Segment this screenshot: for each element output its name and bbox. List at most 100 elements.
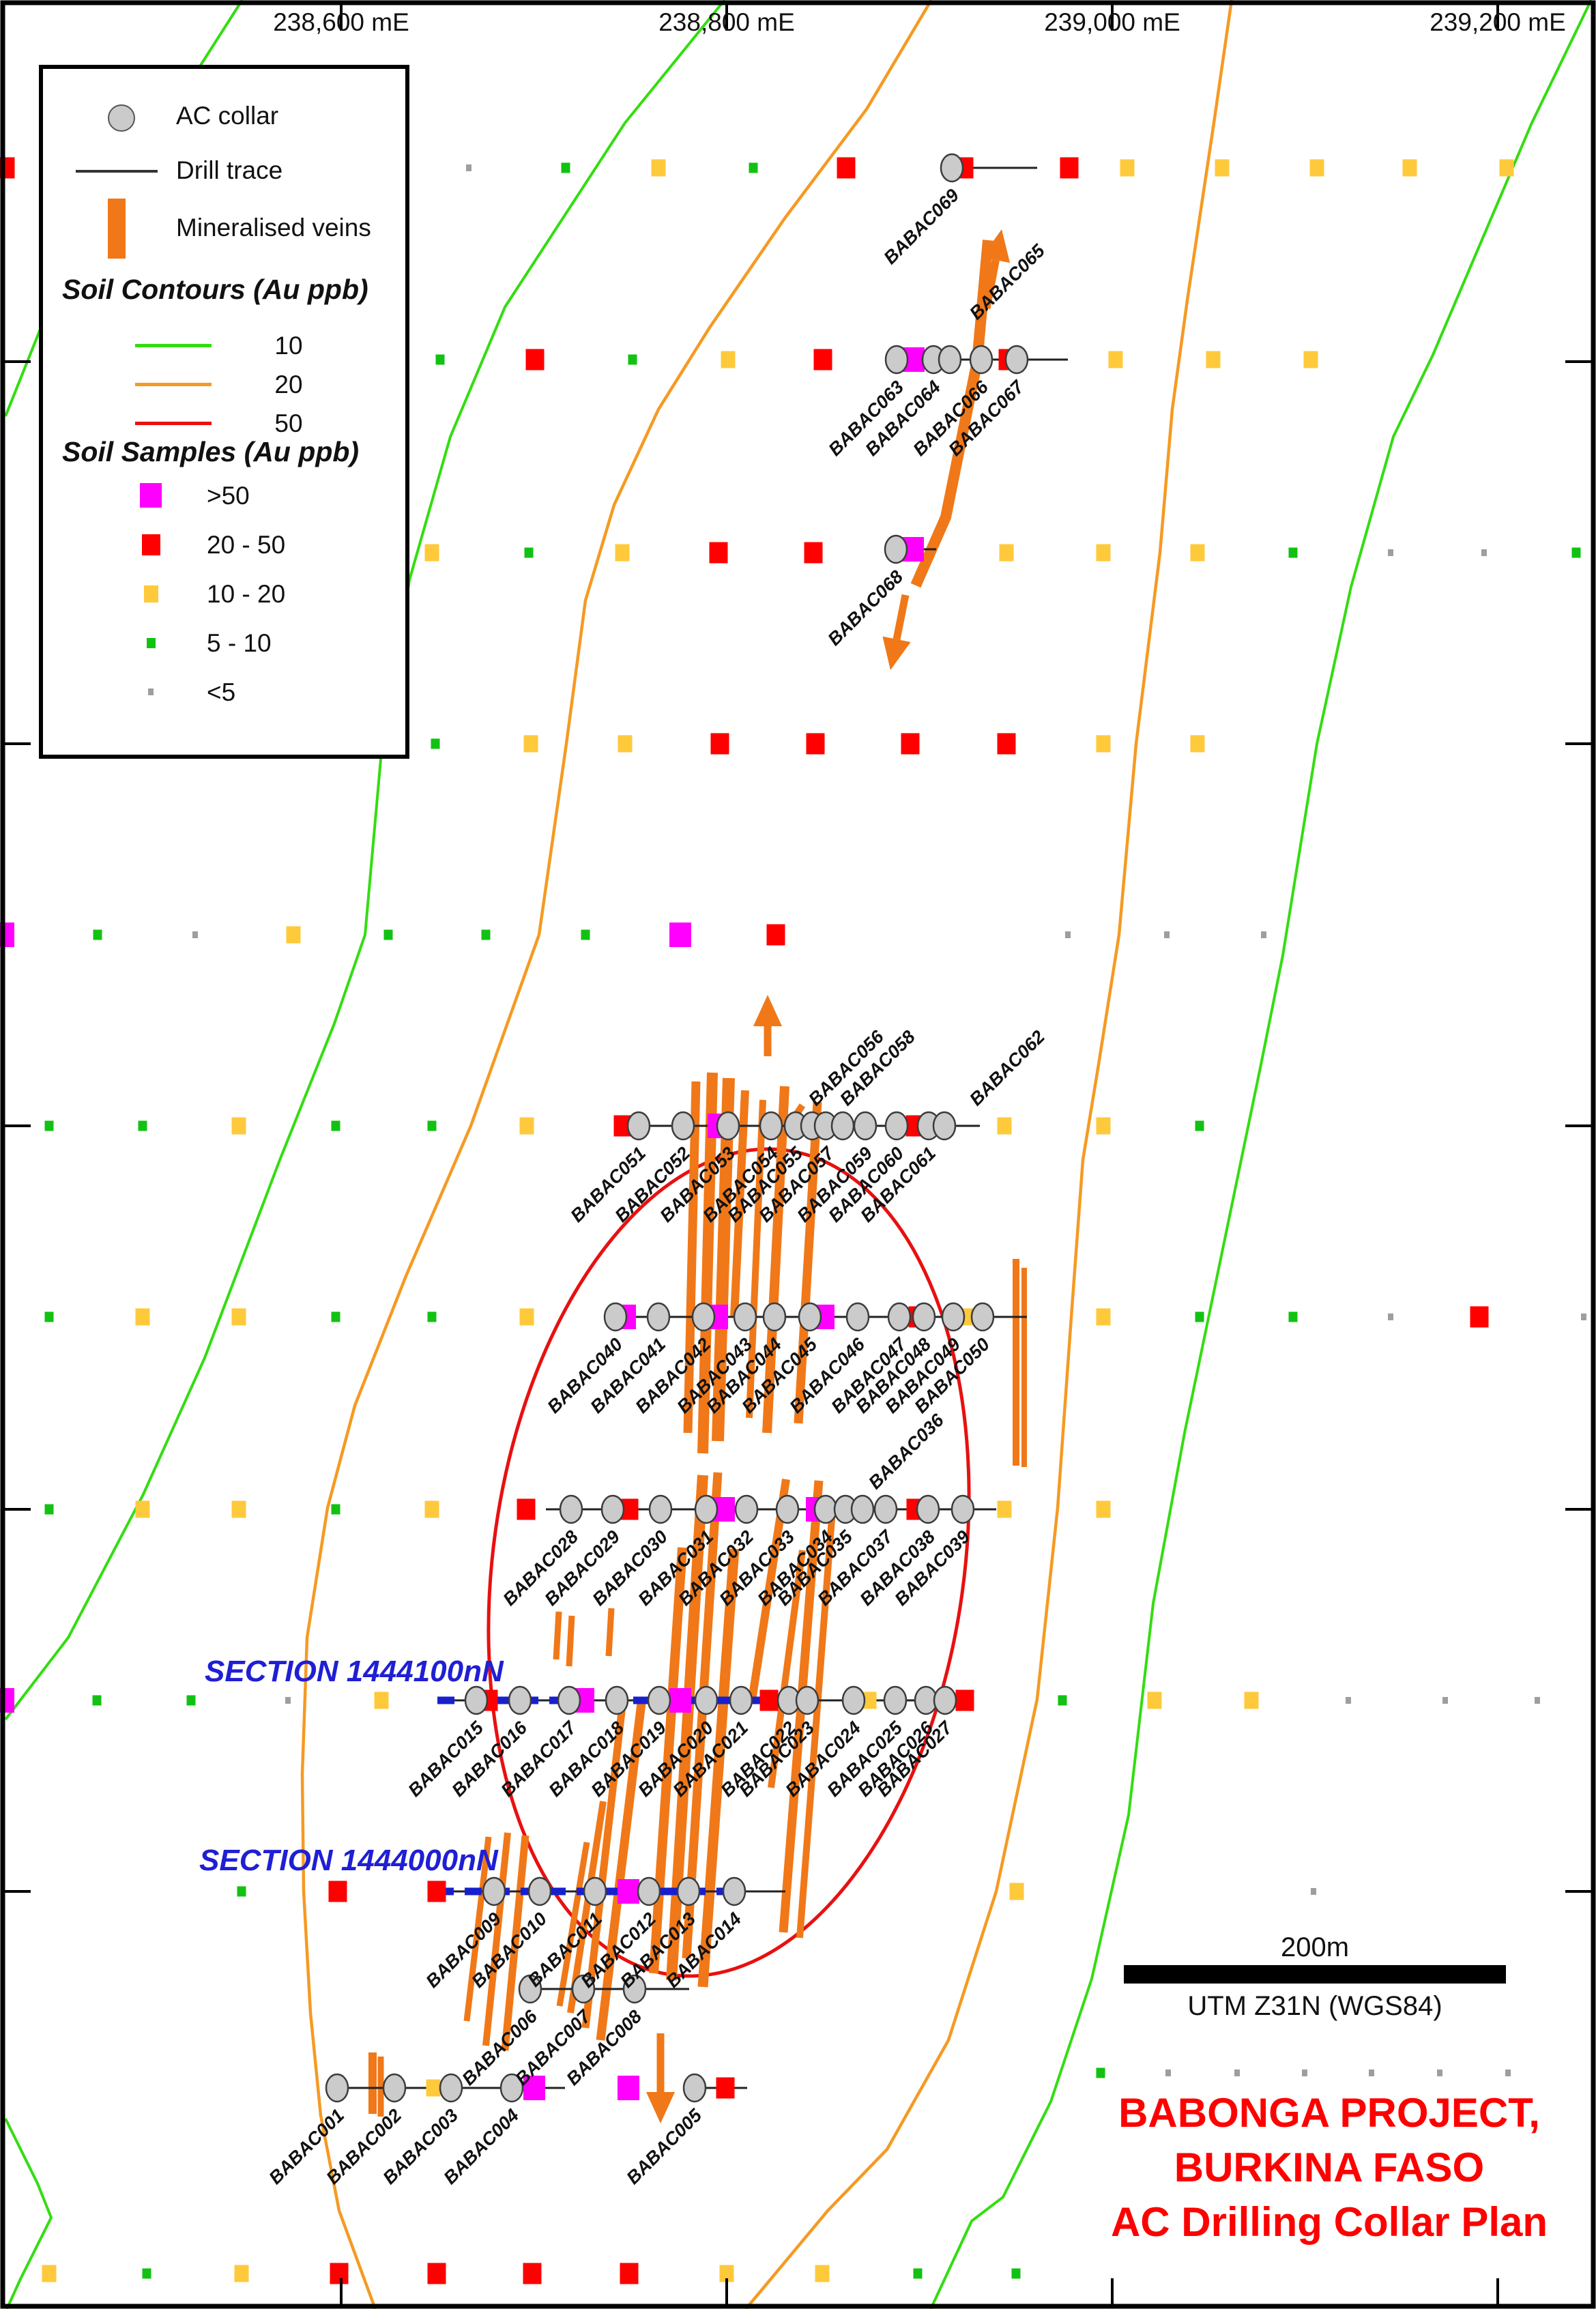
soil-sample-y [815, 2265, 830, 2282]
soil-sample-g [561, 162, 570, 173]
legend-sample-swatch-d [148, 688, 154, 695]
mineralised-vein [553, 1611, 562, 1660]
ac-collar [762, 1302, 787, 1332]
legend-veins-label: Mineralised veins [176, 214, 371, 242]
soil-sample-r [517, 1498, 536, 1520]
soil-sample-r [759, 1689, 779, 1711]
legend-sample-swatch-g [146, 637, 156, 648]
soil-sample-y [1096, 544, 1111, 562]
northing-label-wrap: 1,444,200 mN [1548, 1400, 1576, 1618]
contour-10-line [4, 0, 726, 1721]
flow-arrow-head [753, 995, 782, 1026]
ac-collar [676, 1876, 701, 1906]
ac-collar [883, 1685, 908, 1715]
soil-sample-r [328, 1880, 347, 1902]
soil-sample-y [1309, 159, 1324, 177]
legend-sample-range: 10 - 20 [207, 580, 286, 608]
ac-collar [798, 1302, 822, 1332]
soil-sample-d [1346, 1697, 1351, 1704]
ac-collar [916, 1494, 940, 1524]
mineralised-vein [730, 1090, 749, 1318]
legend-sample-swatch-m [140, 483, 162, 508]
ac-collar [841, 1685, 866, 1715]
ac-collar [557, 1685, 581, 1715]
soil-sample-r [710, 733, 729, 755]
contour-20-line [300, 0, 933, 2309]
ac-collar [941, 1302, 966, 1332]
soil-sample-y [424, 1500, 439, 1518]
soil-sample-g [1195, 1120, 1204, 1131]
map-title-line: BURKINA FASO [1174, 2145, 1485, 2190]
soil-sample-g [331, 1311, 340, 1322]
soil-sample-y [231, 1308, 246, 1326]
northing-label-wrap: 1,444,600 mN [1548, 635, 1576, 853]
legend-drill-trace-label: Drill trace [176, 156, 283, 184]
soil-sample-d [1388, 549, 1393, 556]
mineralised-vein [463, 1836, 492, 2022]
map-title-line: BABONGA PROJECT, [1118, 2090, 1540, 2136]
soil-sample-y [618, 735, 633, 753]
soil-sample-y [231, 1500, 246, 1518]
mineralised-veins-icon [108, 199, 126, 259]
soil-sample-y [1244, 1691, 1259, 1709]
ac-collar [850, 1494, 875, 1524]
legend-sample-range: 5 - 10 [207, 629, 272, 657]
legend-contour-line [135, 383, 212, 386]
soil-sample-d [1311, 1888, 1316, 1895]
soil-sample-y [523, 735, 538, 753]
ac-collar [499, 2073, 524, 2103]
soil-sample-y [1303, 351, 1318, 368]
ac-collar [845, 1302, 870, 1332]
mineralised-vein [605, 1608, 615, 1657]
ac-collar [716, 1111, 740, 1141]
easting-label: 239,200 mE [1430, 8, 1566, 36]
soil-sample-r [716, 2077, 735, 2099]
mineralised-vein [482, 1832, 511, 2046]
ac-collar [518, 1974, 542, 2004]
soil-sample-d [1302, 2070, 1307, 2076]
ac-collar [671, 1111, 695, 1141]
ac-collar [853, 1111, 877, 1141]
soil-sample-y [1190, 544, 1205, 562]
contour-10-line [4, 2118, 53, 2309]
scale-datum: UTM Z31N (WGS84) [1187, 1991, 1442, 2021]
ac-collar [884, 345, 909, 375]
section-label: SECTION 1444000nN [199, 1844, 498, 1877]
soil-sample-d [1437, 2070, 1442, 2076]
legend-sample-swatch-y [143, 585, 158, 602]
soil-sample-y [1096, 1308, 1111, 1326]
northing-label-wrap: 1,444,000 mN [1548, 1782, 1576, 2001]
ac-collar [382, 2073, 407, 2103]
ac-collar [912, 1302, 936, 1332]
soil-sample-g [431, 738, 440, 749]
soil-sample-d [1535, 1697, 1540, 1704]
ac-collar [325, 2073, 349, 2103]
ac-collar [933, 1685, 957, 1715]
soil-sample-m [618, 2076, 639, 2100]
soil-sample-g [44, 1120, 54, 1131]
legend: AC collar Drill trace Mineralised veins … [39, 65, 409, 759]
mineralised-vein [556, 1842, 590, 2007]
soil-sample-m [618, 1879, 639, 1904]
ac-collar [647, 1685, 671, 1715]
ac-collar [464, 1685, 489, 1715]
mineralised-vein [581, 1705, 626, 2029]
soil-sample-d [1065, 931, 1071, 938]
legend-sample-swatch-r [141, 534, 160, 555]
mineralised-vein [566, 1615, 575, 1667]
soil-sample-y [997, 1117, 1012, 1135]
ac-collar [622, 1974, 647, 2004]
soil-sample-y [286, 926, 301, 944]
ac-collar [733, 1302, 757, 1332]
ac-collar [482, 1876, 506, 1906]
legend-contour-value: 50 [274, 409, 303, 437]
mineralised-vein [762, 1086, 789, 1434]
ac-collar [887, 1302, 912, 1332]
soil-sample-y [426, 2079, 441, 2097]
map-title-line: AC Drilling Collar Plan [1110, 2199, 1548, 2245]
contour-10-line [929, 0, 1593, 2309]
soil-sample-d [1505, 2070, 1511, 2076]
ac-collar [508, 1685, 532, 1715]
soil-sample-g [581, 929, 590, 940]
ac-collar [646, 1302, 671, 1332]
